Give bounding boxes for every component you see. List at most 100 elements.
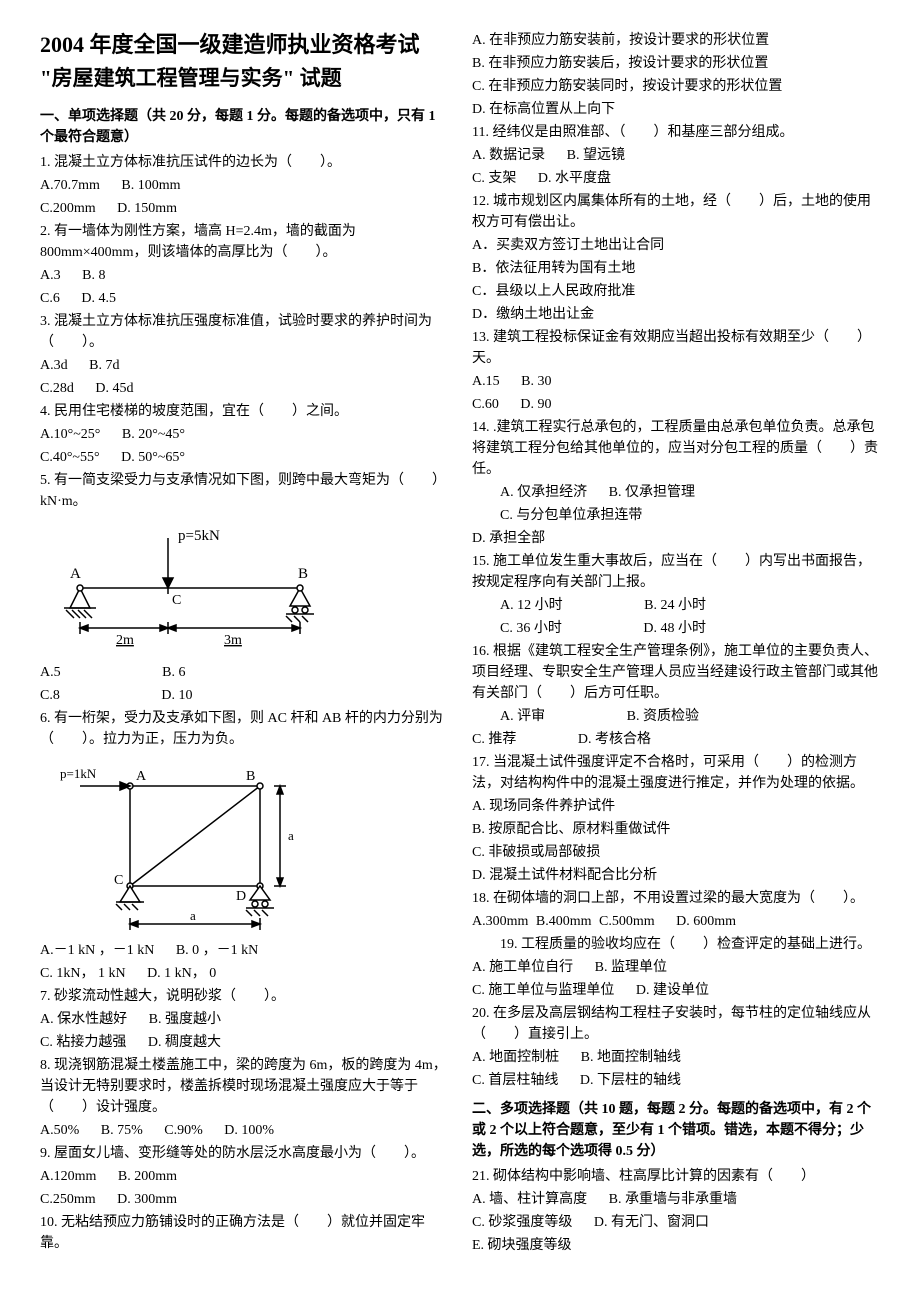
q4-opts2: C.40°~55° D. 50°~65°: [40, 447, 448, 468]
q19b: B. 监理单位: [595, 957, 667, 978]
q2d: D. 4.5: [81, 288, 116, 309]
q13-opts: A.15 B. 30: [472, 371, 880, 392]
q6c: C. 1kN， 1 kN: [40, 963, 126, 984]
q1c: C.200mm: [40, 198, 96, 219]
q19a: A. 施工单位自行: [472, 957, 573, 978]
q10: 10. 无粘结预应力筋铺设时的正确方法是（ ）就位并固定牢靠。: [40, 1212, 448, 1254]
q6b: B. 0 ，－1 kN: [176, 940, 258, 961]
q1a: A.70.7mm: [40, 175, 100, 196]
q1: 1. 混凝土立方体标准抗压试件的边长为（ ）。: [40, 152, 448, 173]
q2: 2. 有一墙体为刚性方案，墙高 H=2.4m，墙的截面为 800mm×400mm…: [40, 221, 448, 263]
q14c: C. 与分包单位承担连带: [500, 505, 642, 526]
q7b: B. 强度越小: [149, 1009, 221, 1030]
q12b: B．依法征用转为国有土地: [472, 258, 880, 279]
q20c: C. 首层柱轴线: [472, 1070, 558, 1091]
q14-opts2: C. 与分包单位承担连带: [472, 505, 880, 526]
d1-C: C: [172, 593, 181, 608]
q18: 18. 在砌体墙的洞口上部，不用设置过梁的最大宽度为（ ）。: [472, 888, 880, 909]
q2-opts: A.3 B. 8: [40, 265, 448, 286]
q12: 12. 城市规划区内属集体所有的土地，经（ ）后，土地的使用权方可有偿出让。: [472, 191, 880, 233]
diagram-truss: p=1kN A B C D a a: [40, 756, 448, 936]
q16: 16. 根据《建筑工程安全生产管理条例》，施工单位的主要负责人、项目经理、专职安…: [472, 641, 880, 704]
q4b: B. 20°~45°: [122, 424, 185, 445]
q21-opts: A. 墙、柱计算高度 B. 承重墙与非承重墙: [472, 1189, 880, 1210]
q19d: D. 建设单位: [636, 980, 709, 1001]
q17b: B. 按原配合比、原材料重做试件: [472, 819, 880, 840]
q15-opts: A. 12 小时 B. 24 小时: [472, 595, 880, 616]
q17d: D. 混凝土试件材料配合比分析: [472, 865, 880, 886]
q18c: C.500mm: [599, 911, 655, 932]
q5d: D. 10: [161, 685, 192, 706]
q15-opts2: C. 36 小时 D. 48 小时: [472, 618, 880, 639]
q14a: A. 仅承担经济: [500, 482, 587, 503]
q11d: D. 水平度盘: [538, 168, 611, 189]
q19: 19. 工程质量的验收均应在（ ）检查评定的基础上进行。: [472, 934, 880, 955]
q21b: B. 承重墙与非承重墙: [609, 1189, 737, 1210]
q21e: E. 砌块强度等级: [472, 1235, 880, 1256]
d2-A: A: [136, 769, 147, 784]
q15b: B. 24 小时: [644, 595, 706, 616]
q3-opts2: C.28d D. 45d: [40, 378, 448, 399]
q19c: C. 施工单位与监理单位: [472, 980, 614, 1001]
q14b: B. 仅承担管理: [609, 482, 695, 503]
q10b: B. 在非预应力筋安装后，按设计要求的形状位置: [472, 53, 880, 74]
q13-opts2: C.60 D. 90: [472, 394, 880, 415]
d2-dim-a: a: [190, 908, 196, 923]
q5-opts: A.5 B. 6: [40, 662, 448, 683]
d2-dim-a2: a: [288, 828, 294, 843]
d2-B: B: [246, 769, 255, 784]
q19-opts2: C. 施工单位与监理单位 D. 建设单位: [472, 980, 880, 1001]
d1-dim2: 3m: [224, 633, 242, 648]
q20a: A. 地面控制桩: [472, 1047, 559, 1068]
q13a: A.15: [472, 371, 500, 392]
q11-opts2: C. 支架 D. 水平度盘: [472, 168, 880, 189]
q21d: D. 有无门、窗洞口: [594, 1212, 709, 1233]
q2c: C.6: [40, 288, 60, 309]
q17c: C. 非破损或局部破损: [472, 842, 880, 863]
q15: 15. 施工单位发生重大事故后，应当在（ ）内写出书面报告，按规定程序向有关部门…: [472, 551, 880, 593]
q9-opts: A.120mm B. 200mm: [40, 1166, 448, 1187]
q3d: D. 45d: [95, 378, 133, 399]
d1-B: B: [298, 566, 308, 582]
q4: 4. 民用住宅楼梯的坡度范围，宜在（ ）之间。: [40, 401, 448, 422]
diagram-beam: p=5kN A B C 2m 3m: [40, 518, 448, 658]
q5: 5. 有一简支梁受力与支承情况如下图，则跨中最大弯矩为（ ）kN·m。: [40, 470, 448, 512]
q6d: D. 1 kN， 0: [147, 963, 216, 984]
q6-opts: A.－1 kN ，－1 kN B. 0 ，－1 kN: [40, 940, 448, 961]
q8-opts: A.50% B. 75% C.90% D. 100%: [40, 1120, 448, 1141]
q8b: B. 75%: [101, 1120, 143, 1141]
q13: 13. 建筑工程投标保证金有效期应当超出投标有效期至少（ ）天。: [472, 327, 880, 369]
q20d: D. 下层柱的轴线: [580, 1070, 681, 1091]
q5c: C.8: [40, 685, 60, 706]
q20-opts2: C. 首层柱轴线 D. 下层柱的轴线: [472, 1070, 880, 1091]
q10a: A. 在非预应力筋安装前，按设计要求的形状位置: [472, 30, 880, 51]
q16d: D. 考核合格: [578, 729, 651, 750]
q15c: C. 36 小时: [500, 618, 562, 639]
q8a: A.50%: [40, 1120, 79, 1141]
q14d: D. 承担全部: [472, 528, 880, 549]
q20-opts: A. 地面控制桩 B. 地面控制轴线: [472, 1047, 880, 1068]
q20b: B. 地面控制轴线: [581, 1047, 681, 1068]
q7c: C. 粘接力越强: [40, 1032, 126, 1053]
q11b: B. 望远镜: [567, 145, 625, 166]
q21: 21. 砌体结构中影响墙、柱高厚比计算的因素有（ ）: [472, 1166, 880, 1187]
q8c: C.90%: [164, 1120, 203, 1141]
q10d: D. 在标高位置从上向下: [472, 99, 880, 120]
section2-heading: 二、多项选择题（共 10 题，每题 2 分。每题的备选项中，有 2 个或 2 个…: [472, 1099, 880, 1162]
q16-opts2: C. 推荐 D. 考核合格: [472, 729, 880, 750]
q9c: C.250mm: [40, 1189, 96, 1210]
q21a: A. 墙、柱计算高度: [472, 1189, 587, 1210]
d1-p-label: p=5kN: [178, 528, 220, 544]
q3: 3. 混凝土立方体标准抗压强度标准值，试验时要求的养护时间为（ ）。: [40, 311, 448, 353]
d2-p-label: p=1kN: [60, 766, 97, 781]
q7a: A. 保水性越好: [40, 1009, 127, 1030]
q11: 11. 经纬仪是由照准部、（ ）和基座三部分组成。: [472, 122, 880, 143]
q16a: A. 评审: [500, 706, 545, 727]
q10c: C. 在非预应力筋安装同时，按设计要求的形状位置: [472, 76, 880, 97]
q15d: D. 48 小时: [643, 618, 706, 639]
q7-opts2: C. 粘接力越强 D. 稠度越大: [40, 1032, 448, 1053]
q18a: A.300mm: [472, 911, 528, 932]
q4-opts: A.10°~25° B. 20°~45°: [40, 424, 448, 445]
d1-dim1: 2m: [116, 633, 134, 648]
q5b: B. 6: [162, 662, 185, 683]
